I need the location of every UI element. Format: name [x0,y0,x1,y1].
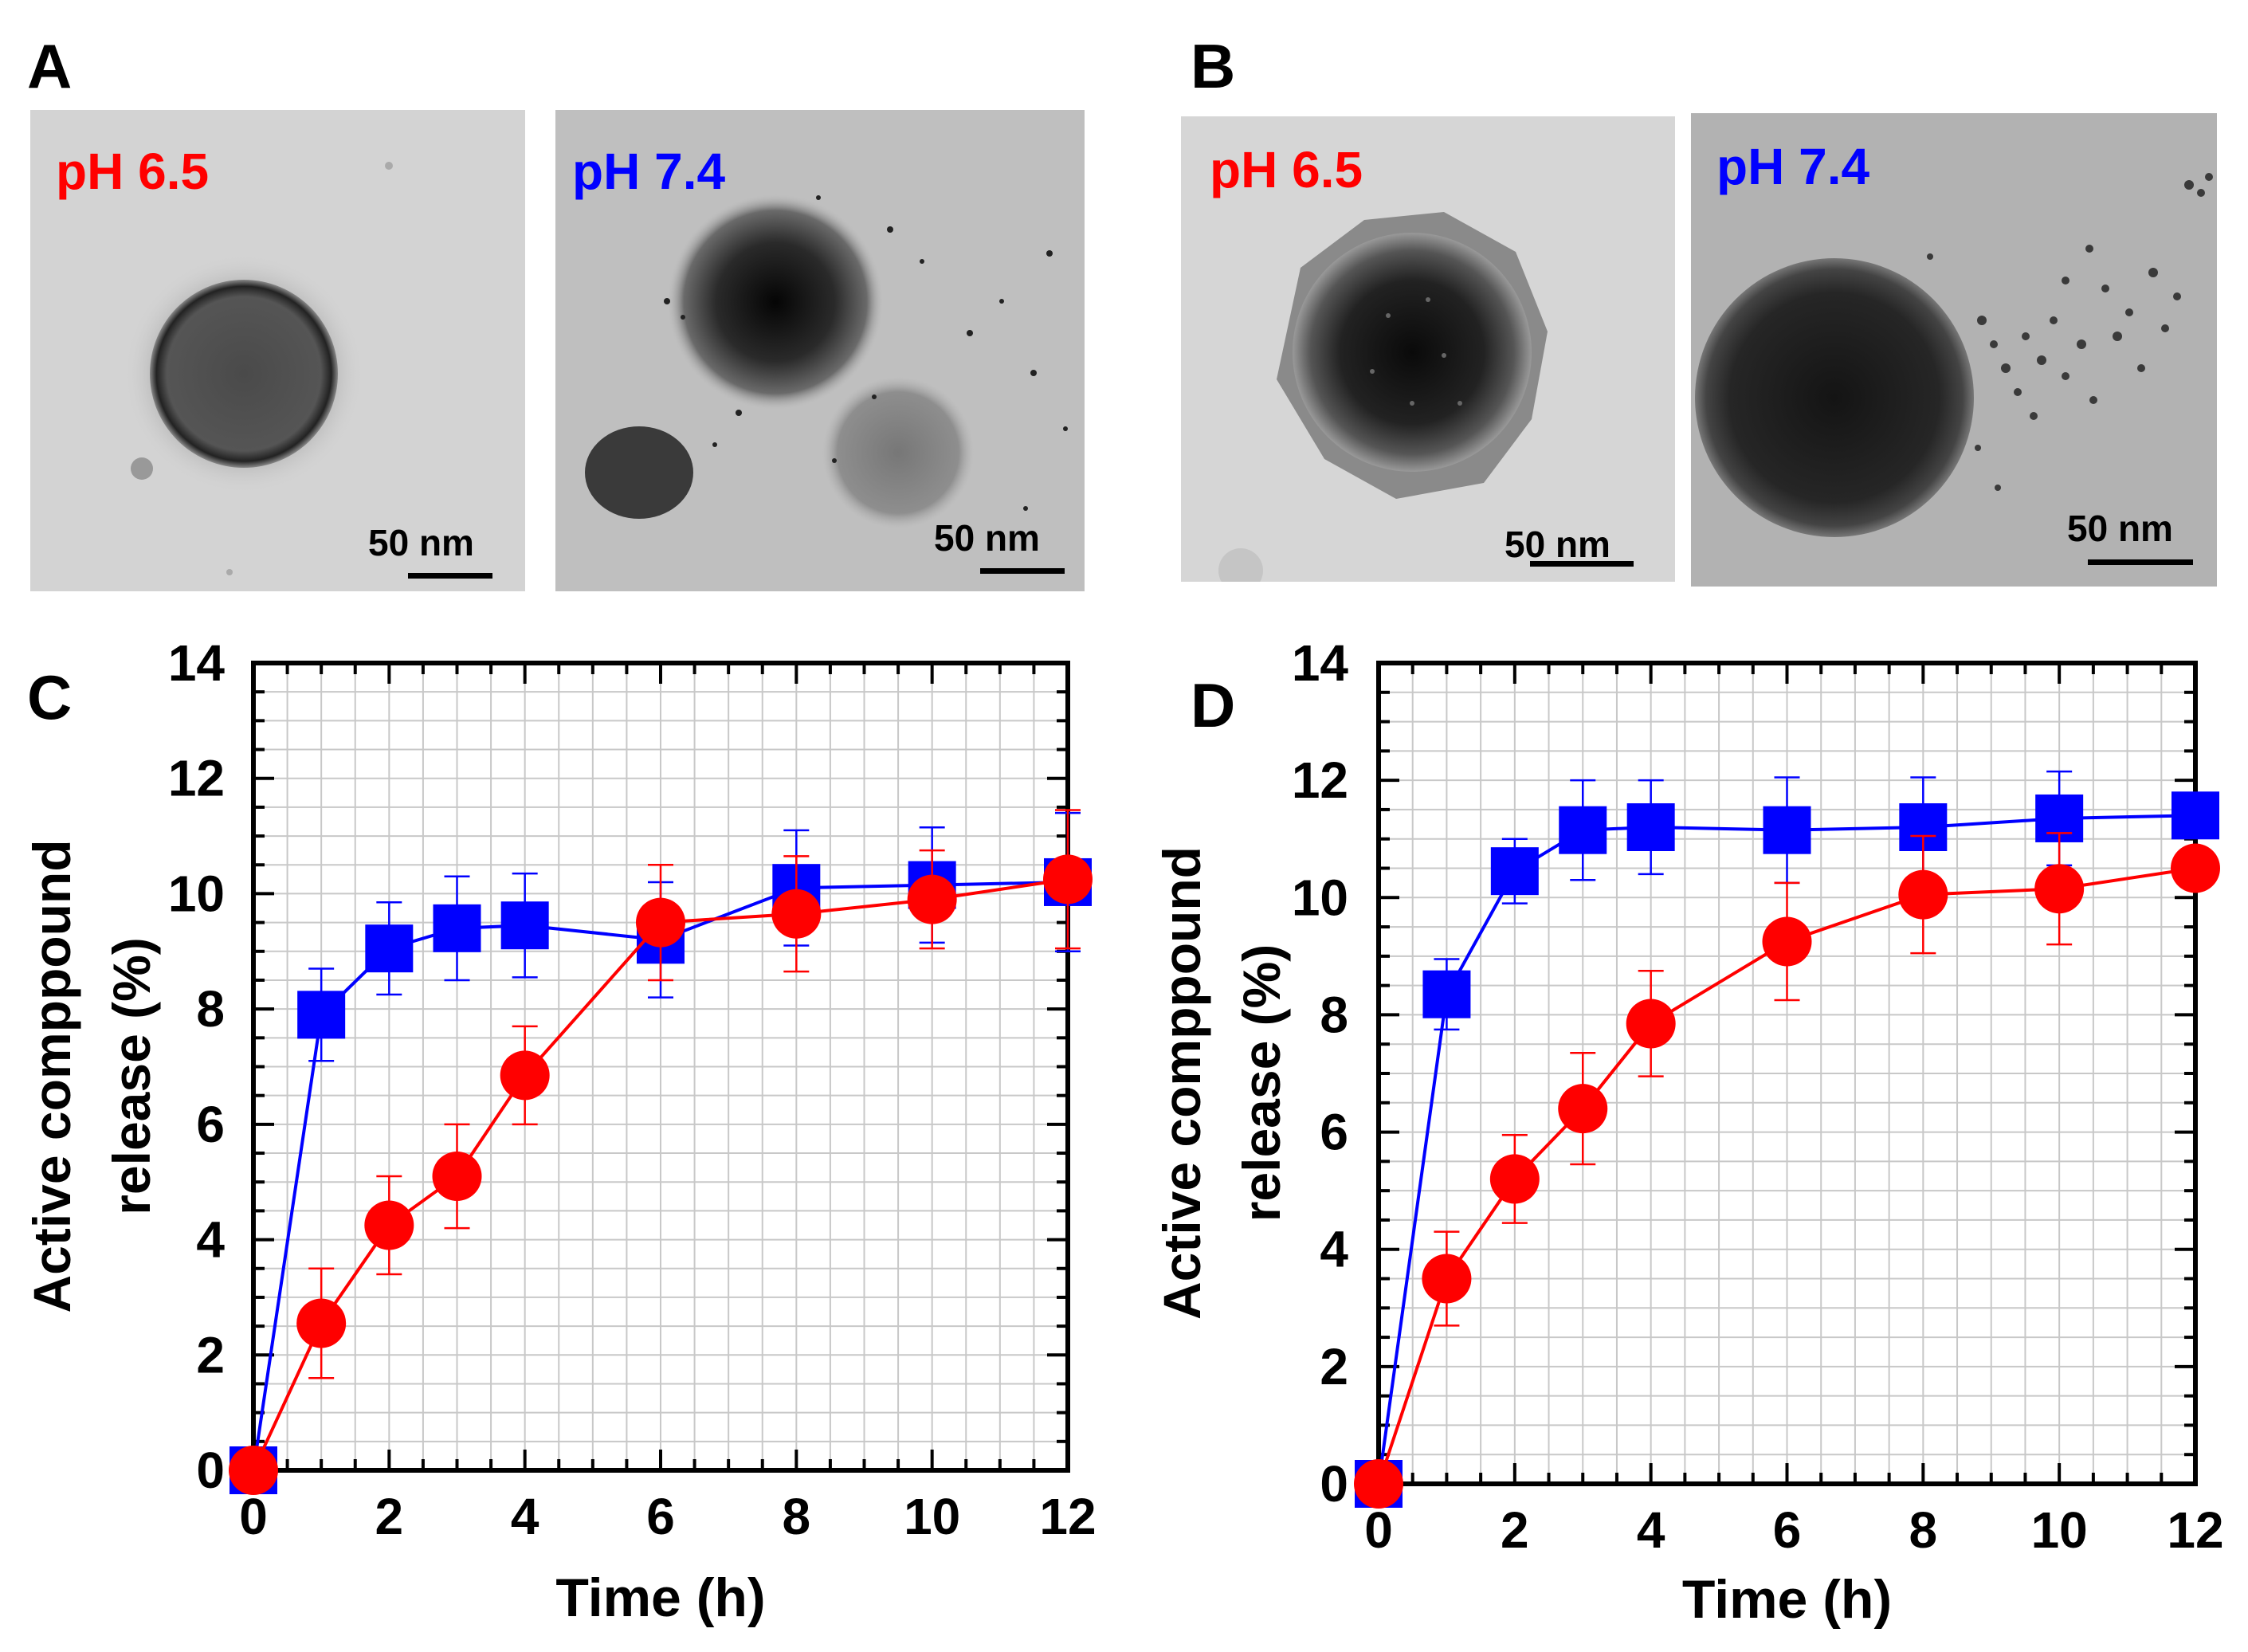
panel-letter-d: D [1191,670,1236,740]
chart-d-series-1-point [1558,1084,1608,1134]
micrograph-b-ph65-image [1181,116,1675,582]
ph-label-a-ph65: pH 6.5 [56,143,210,200]
chart-d-series-1-point [1626,999,1676,1049]
ph-label-a-ph74: pH 7.4 [572,143,726,200]
chart-d-series-0-point [1626,803,1675,851]
chart-c-x-tick-label: 0 [239,1488,268,1545]
chart-d-series-1-point [2034,864,2085,914]
chart-c-y-tick-label: 4 [196,1211,225,1269]
chart-c-x-axis-label: Time (h) [555,1568,765,1628]
chart-c-x-tick-label: 4 [511,1488,539,1545]
micrograph-b-ph74 [1691,113,2217,587]
chart-c-series-0-point [500,901,549,950]
ph-label-b-ph74: pH 7.4 [1716,138,1870,195]
chart-c-series-1-point [432,1151,482,1201]
scale-label-a-ph74: 50 nm [934,517,1040,559]
chart-c-series-0-point [297,991,346,1039]
chart-d-series-1-point [1354,1459,1403,1509]
chart-c-series-0-point [365,924,414,973]
chart-d-y-tick-label: 10 [1292,869,1348,926]
chart-c-y-tick-label: 12 [168,750,225,807]
micrograph-b-ph74-image [1691,113,2217,587]
chart-c-series-1-point [636,897,685,948]
scale-bar-b-ph65 [1530,561,1634,567]
micrograph-a-ph65-image [30,110,525,591]
chart-d-x-tick-label: 4 [1637,1501,1665,1559]
chart-c-series-1-point [1043,854,1093,904]
chart-c-y-tick-label: 8 [196,980,225,1038]
chart-c-y-tick-label: 0 [196,1442,225,1499]
chart-d-x-tick-label: 8 [1909,1501,1938,1559]
chart-d-series-1-point [2171,843,2220,893]
chart-c-series-1-point [364,1200,414,1250]
chart-c-frame [251,661,1070,1473]
scale-bar-b-ph74 [2088,559,2193,565]
chart-d-y-tick-label: 4 [1320,1221,1348,1278]
chart-c-x-tick-label: 2 [375,1488,404,1545]
ph-label-b-ph65: pH 6.5 [1210,141,1363,198]
chart-c-y-tick-label: 2 [196,1326,225,1383]
panel-letter-b: B [1191,31,1236,101]
chart-d-y-tick-label: 0 [1320,1455,1348,1513]
chart-c-series-1-point [229,1446,278,1495]
panel-letter-a: A [27,31,73,101]
chart-d-series-0-point [1763,806,1811,854]
chart-d-x-tick-label: 0 [1364,1501,1393,1559]
chart-c-y-tick-label: 10 [168,865,225,922]
chart-d-y-tick-label: 6 [1320,1104,1348,1161]
chart-d-series-0-point [1559,806,1607,854]
micrograph-b-ph65 [1181,116,1675,582]
panel-letter-c: C [27,662,73,732]
micrograph-a-ph65 [30,110,525,591]
chart-d-series-0-point [1490,847,1539,896]
chart-c-x-tick-label: 10 [904,1488,960,1545]
chart-d-series-1-point [1422,1254,1472,1304]
chart-c-x-tick-label: 12 [1039,1488,1096,1545]
chart-d-y-axis-label: Active comppound [1152,846,1211,1320]
chart-c-y-tick-label: 14 [168,634,226,692]
chart-d: 0 2 4 6 8 10 12 0 2 4 6 8 10 12 14 Time (h) Active compp… [1152,634,2224,1630]
chart-d-x-tick-label: 12 [2167,1501,2223,1559]
chart-c-y-tick-label: 6 [196,1096,225,1153]
chart-c-series-1-point [771,889,822,939]
scale-label-b-ph65: 50 nm [1505,524,1610,565]
chart-c-series-1-point [907,874,957,924]
chart-c: 0 2 4 6 8 10 12 0 2 4 6 8 10 12 14 Time (h) Active compp… [22,634,1097,1628]
chart-d-x-axis-label: Time (h) [1682,1569,1892,1630]
chart-d-y-axis-label: release (%) [1232,944,1291,1222]
chart-d-y-tick-label: 8 [1320,986,1348,1043]
chart-d-x-tick-label: 10 [2031,1501,2088,1559]
chart-d-series-1-point [1762,916,1812,967]
chart-d-x-tick-label: 2 [1501,1501,1529,1559]
micrograph-a-ph74-image [555,110,1085,591]
chart-d-y-tick-label: 12 [1292,751,1348,809]
chart-c-y-axis-label: Active comppound [22,839,81,1313]
chart-c-series-1-point [500,1050,550,1101]
chart-c-x-tick-label: 8 [783,1488,811,1545]
chart-d-series-1 [1354,832,2220,1509]
scale-label-a-ph65: 50 nm [368,522,474,563]
scale-label-b-ph74: 50 nm [2067,508,2173,549]
chart-d-series-1-point [1898,869,1948,920]
chart-d-frame [1376,661,2198,1486]
chart-c-y-axis-label: release (%) [102,937,161,1215]
chart-d-x-tick-label: 6 [1773,1501,1802,1559]
chart-c-series-0-point [433,904,481,952]
chart-c-series-1 [229,809,1093,1495]
scale-bar-a-ph74 [980,568,1065,574]
chart-d-series-0-point [1422,970,1471,1018]
scale-bar-a-ph65 [408,573,492,579]
micrograph-a-ph74 [555,110,1085,591]
chart-c-series-1-point [296,1298,347,1348]
chart-d-series-0-point [2171,791,2219,840]
chart-d-series-1-point [1489,1154,1540,1204]
chart-c-x-tick-label: 6 [646,1488,675,1545]
chart-d-y-tick-label: 14 [1292,634,1349,692]
chart-d-y-tick-label: 2 [1320,1338,1348,1395]
